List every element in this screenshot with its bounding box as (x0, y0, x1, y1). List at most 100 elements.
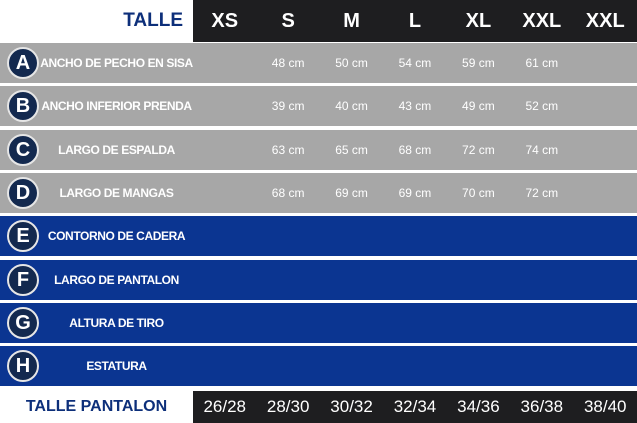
measurement-value (574, 86, 637, 126)
measurement-value (447, 216, 510, 256)
measurement-row: D LARGO DE MANGAS 68 cm 69 cm 69 cm 70 cm 72 c… (0, 173, 637, 213)
measurement-value (447, 260, 510, 300)
pants-size-cell: 28/30 (266, 397, 310, 416)
measurement-value (383, 216, 446, 256)
measurement-row: C LARGO DE ESPALDA 63 cm 65 cm 68 cm 72 cm 74 … (0, 130, 637, 170)
measurement-value (574, 130, 637, 170)
measurement-value (193, 86, 256, 126)
measurement-value (574, 43, 637, 83)
measurement-value (193, 346, 256, 386)
measurement-value: 68 cm (271, 186, 305, 200)
measurement-label: CONTORNO DE CADERA (47, 229, 186, 243)
row-letter-badge: F (7, 264, 39, 296)
row-letter-badge: D (7, 177, 39, 209)
measurement-row: F LARGO DE PANTALON (0, 260, 637, 300)
measurement-value (510, 216, 573, 256)
size-header-xs: XS (211, 9, 239, 32)
measurement-value: 43 cm (398, 99, 432, 113)
size-header-xl: XL (465, 9, 492, 32)
measurement-value (320, 303, 383, 343)
pants-size-cell: 30/32 (330, 397, 373, 416)
measurement-value (383, 346, 446, 386)
measurement-value (447, 346, 510, 386)
measurement-value: 59 cm (462, 56, 495, 70)
measurement-row: G ALTURA DE TIRO (0, 303, 637, 343)
measurement-value: 50 cm (335, 56, 368, 70)
measurement-value (574, 173, 637, 213)
measurement-value (383, 303, 446, 343)
measurement-label: LARGO DE MANGAS (59, 186, 174, 200)
size-header-l: L (408, 9, 422, 32)
row-letter-badge: G (7, 307, 39, 339)
row-letter-badge: H (7, 350, 39, 382)
measurement-value (193, 173, 256, 213)
measurement-value: 69 cm (398, 186, 432, 200)
measurement-cells (193, 216, 637, 256)
size-header-s: S (281, 9, 295, 32)
measurement-label: LARGO DE PANTALON (54, 273, 179, 287)
measurement-value (320, 216, 383, 256)
measurement-value: 68 cm (398, 143, 432, 157)
measurement-value (320, 260, 383, 300)
row-letter-badge: E (7, 220, 39, 252)
measurement-value (447, 303, 510, 343)
measurement-value (193, 130, 256, 170)
pants-size-row: TALLE PANTALON 26/28 28/30 30/32 32/34 3… (0, 391, 637, 423)
pants-size-label: TALLE PANTALON (25, 398, 168, 415)
measurement-value (320, 346, 383, 386)
measurement-value (256, 216, 319, 256)
measurement-label: ANCHO INFERIOR PRENDA (41, 99, 192, 113)
measurement-row: A ANCHO DE PECHO EN SISA 48 cm 50 cm 54 cm 59… (0, 43, 637, 83)
measurement-value (574, 260, 637, 300)
measurement-value (256, 303, 319, 343)
measurement-value: 54 cm (398, 56, 432, 70)
measurement-value (574, 303, 637, 343)
measurement-value: 72 cm (462, 143, 495, 157)
row-letter-badge: C (7, 134, 39, 166)
pants-size-cell: 38/40 (583, 397, 627, 416)
measurement-value (193, 303, 256, 343)
pants-size-cell: 36/38 (520, 397, 564, 416)
measurement-value (510, 303, 573, 343)
pants-size-cell: 26/28 (203, 397, 246, 416)
measurement-value (574, 346, 637, 386)
measurement-value (383, 260, 446, 300)
measurement-value (256, 260, 319, 300)
measurement-value: 61 cm (525, 56, 559, 70)
measurement-label: LARGO DE ESPALDA (58, 143, 175, 157)
measurement-value (256, 346, 319, 386)
measurement-value: 52 cm (525, 99, 559, 113)
measurement-value (510, 346, 573, 386)
size-header-cells: XS S M L XL XXL XXL (193, 0, 637, 42)
size-header-m: M (343, 9, 360, 32)
measurement-cells (193, 303, 637, 343)
measurement-row: B ANCHO INFERIOR PRENDA 39 cm 40 cm 43 cm 49 … (0, 86, 637, 126)
size-header-xxl: XXL (522, 9, 562, 32)
measurement-value: 48 cm (271, 56, 305, 70)
measurement-cells (193, 346, 637, 386)
measurement-value: 72 cm (525, 186, 559, 200)
measurement-value (510, 260, 573, 300)
row-letter-badge: B (7, 90, 39, 122)
pants-size-cell: 32/34 (393, 397, 437, 416)
row-letter-badge: A (7, 47, 39, 79)
measurement-cells: 63 cm 65 cm 68 cm 72 cm 74 cm (193, 130, 637, 170)
measurement-cells (193, 260, 637, 300)
measurement-cells: 68 cm 69 cm 69 cm 70 cm 72 cm (193, 173, 637, 213)
measurement-value: 65 cm (335, 143, 368, 157)
measurement-cells: 48 cm 50 cm 54 cm 59 cm 61 cm (193, 43, 637, 83)
measurement-label: ALTURA DE TIRO (69, 316, 164, 330)
measurement-value: 74 cm (525, 143, 559, 157)
measurement-value: 69 cm (335, 186, 368, 200)
size-header-row: TALLE XS S M L XL XXL XXL (0, 0, 637, 42)
measurement-value (193, 260, 256, 300)
measurement-value: 49 cm (462, 99, 495, 113)
measurement-value (193, 43, 256, 83)
size-header-label: TALLE (123, 10, 183, 31)
measurement-cells: 39 cm 40 cm 43 cm 49 cm 52 cm (193, 86, 637, 126)
measurement-value (193, 216, 256, 256)
measurement-value: 70 cm (462, 186, 495, 200)
size-header-xxl-2: XXL (585, 9, 625, 32)
measurement-value: 40 cm (335, 99, 368, 113)
